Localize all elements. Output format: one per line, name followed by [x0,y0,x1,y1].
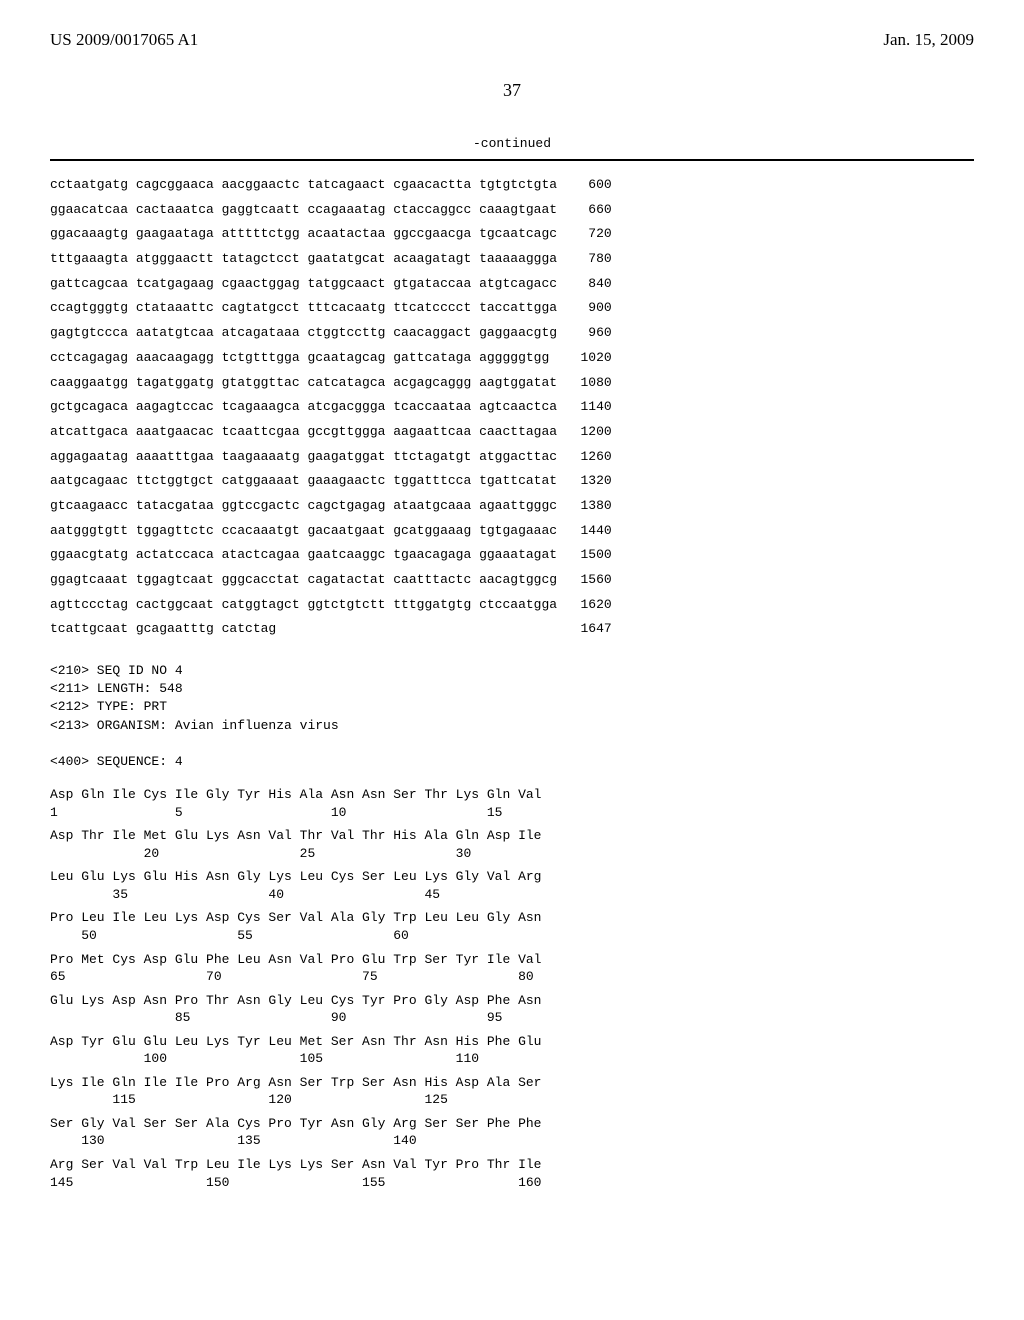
publication-number: US 2009/0017065 A1 [50,30,198,50]
protein-aa-row: Ser Gly Val Ser Ser Ala Cys Pro Tyr Asn … [50,1115,974,1133]
protein-aa-row: Arg Ser Val Val Trp Leu Ile Lys Lys Ser … [50,1156,974,1174]
continued-label: -continued [50,136,974,151]
dna-row: tcattgcaat gcagaatttg catctag 1647 [50,617,974,642]
protein-num-row: 20 25 30 [50,845,974,863]
protein-num-row: 115 120 125 [50,1091,974,1109]
meta-seq-id: <210> SEQ ID NO 4 [50,662,974,680]
protein-num-row: 100 105 110 [50,1050,974,1068]
dna-row: gattcagcaa tcatgagaag cgaactggag tatggca… [50,272,974,297]
dna-row: aatgggtgtt tggagttctc ccacaaatgt gacaatg… [50,519,974,544]
protein-aa-row: Pro Met Cys Asp Glu Phe Leu Asn Val Pro … [50,951,974,969]
protein-num-row: 1 5 10 15 [50,804,974,822]
dna-row: gtcaagaacc tatacgataa ggtccgactc cagctga… [50,494,974,519]
protein-num-row: 50 55 60 [50,927,974,945]
dna-row: ggacaaagtg gaagaataga atttttctgg acaatac… [50,222,974,247]
publication-date: Jan. 15, 2009 [883,30,974,50]
protein-num-row: 130 135 140 [50,1132,974,1150]
meta-type: <212> TYPE: PRT [50,698,974,716]
dna-row: ggagtcaaat tggagtcaat gggcacctat cagatac… [50,568,974,593]
dna-row: ggaacatcaa cactaaatca gaggtcaatt ccagaaa… [50,198,974,223]
protein-aa-row: Glu Lys Asp Asn Pro Thr Asn Gly Leu Cys … [50,992,974,1010]
dna-row: cctcagagag aaacaagagg tctgtttgga gcaatag… [50,346,974,371]
protein-sequence-block: Asp Gln Ile Cys Ile Gly Tyr His Ala Asn … [50,786,974,1197]
dna-row: tttgaaagta atgggaactt tatagctcct gaatatg… [50,247,974,272]
protein-aa-row: Asp Tyr Glu Glu Leu Lys Tyr Leu Met Ser … [50,1033,974,1051]
dna-row: gctgcagaca aagagtccac tcagaaagca atcgacg… [50,395,974,420]
dna-sequence-block: cctaatgatg cagcggaaca aacggaactc tatcaga… [50,173,974,642]
protein-num-row: 35 40 45 [50,886,974,904]
protein-num-row: 85 90 95 [50,1009,974,1027]
protein-aa-row: Asp Thr Ile Met Glu Lys Asn Val Thr Val … [50,827,974,845]
protein-aa-row: Asp Gln Ile Cys Ile Gly Tyr His Ala Asn … [50,786,974,804]
protein-aa-row: Leu Glu Lys Glu His Asn Gly Lys Leu Cys … [50,868,974,886]
sequence-metadata: <210> SEQ ID NO 4 <211> LENGTH: 548 <212… [50,662,974,771]
dna-row: atcattgaca aaatgaacac tcaattcgaa gccgttg… [50,420,974,445]
dna-row: aatgcagaac ttctggtgct catggaaaat gaaagaa… [50,469,974,494]
dna-row: agttccctag cactggcaat catggtagct ggtctgt… [50,593,974,618]
divider-top [50,159,974,161]
meta-length: <211> LENGTH: 548 [50,680,974,698]
dna-row: caaggaatgg tagatggatg gtatggttac catcata… [50,371,974,396]
meta-organism: <213> ORGANISM: Avian influenza virus [50,717,974,735]
protein-aa-row: Pro Leu Ile Leu Lys Asp Cys Ser Val Ala … [50,909,974,927]
dna-row: gagtgtccca aatatgtcaa atcagataaa ctggtcc… [50,321,974,346]
dna-row: aggagaatag aaaatttgaa taagaaaatg gaagatg… [50,445,974,470]
dna-row: ccagtgggtg ctataaattc cagtatgcct tttcaca… [50,296,974,321]
protein-num-row: 65 70 75 80 [50,968,974,986]
dna-row: cctaatgatg cagcggaaca aacggaactc tatcaga… [50,173,974,198]
dna-row: ggaacgtatg actatccaca atactcagaa gaatcaa… [50,543,974,568]
protein-aa-row: Lys Ile Gln Ile Ile Pro Arg Asn Ser Trp … [50,1074,974,1092]
page-number: 37 [50,80,974,101]
meta-sequence-label: <400> SEQUENCE: 4 [50,753,974,771]
protein-num-row: 145 150 155 160 [50,1174,974,1192]
